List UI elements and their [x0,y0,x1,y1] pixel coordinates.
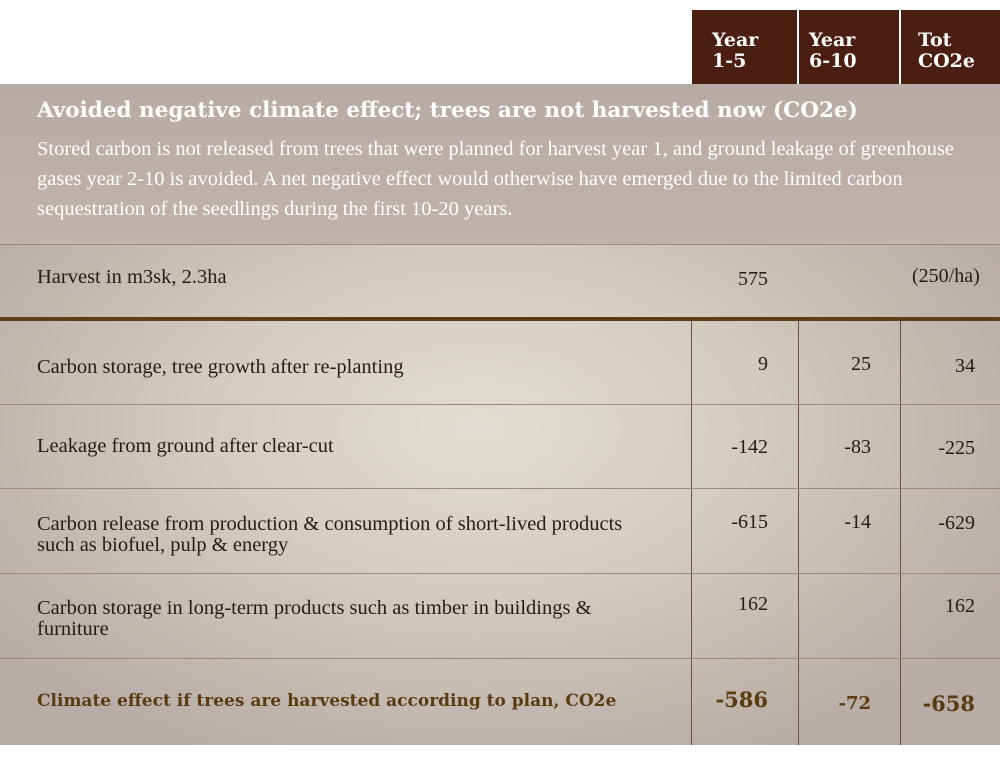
row-value-y1-5: -615 [731,511,768,533]
intro-title: Avoided negative climate effect; trees a… [37,98,858,123]
harvest-value: 575 [738,268,768,290]
row-value-y6-10: 25 [851,353,871,375]
header-total-co2e-label: Tot CO2e [918,29,975,72]
divider [0,244,1000,245]
climate-table: Avoided negative climate effect; trees a… [0,84,1000,745]
header-year-6-10-label: Year 6-10 [809,29,857,72]
header-total-co2e: Tot CO2e [901,10,1000,84]
header-year-1-5-label: Year 1-5 [712,29,759,72]
header-year-6-10: Year 6-10 [799,10,899,84]
total-label: Climate effect if trees are harvested ac… [37,691,617,711]
intro-section: Avoided negative climate effect; trees a… [0,84,1000,244]
row-value-y6-10: -14 [844,511,871,533]
row-value-y1-5: 162 [738,593,768,615]
row-value-total: 34 [955,355,975,377]
row-value-total: -629 [938,512,975,534]
row-label: Leakage from ground after clear-cut [37,435,334,457]
column-divider [900,321,901,745]
row-label: Carbon storage in long-term products suc… [37,597,592,640]
row-divider [0,488,1000,489]
row-value-y1-5: -142 [731,436,768,458]
row-divider [0,573,1000,574]
row-value-y6-10: -83 [844,436,871,458]
row-label: Carbon release from production & consump… [37,513,623,556]
row-value-total: -225 [938,437,975,459]
row-divider [0,404,1000,405]
section-rule [0,317,1000,321]
row-divider [0,658,1000,659]
total-value-y1-5: -586 [715,687,768,712]
intro-text: Stored carbon is not released from trees… [37,138,955,220]
row-value-y1-5: 9 [758,353,768,375]
column-divider [798,321,799,745]
total-value-total: -658 [922,691,975,716]
row-value-total: 162 [945,595,975,617]
total-value-y6-10: -72 [838,693,871,714]
harvest-label: Harvest in m3sk, 2.3ha [37,266,227,288]
column-divider [691,321,692,745]
header-year-1-5: Year 1-5 [692,10,797,84]
row-label: Carbon storage, tree growth after re-pla… [37,356,404,378]
harvest-per-ha: (250/ha) [912,265,980,287]
